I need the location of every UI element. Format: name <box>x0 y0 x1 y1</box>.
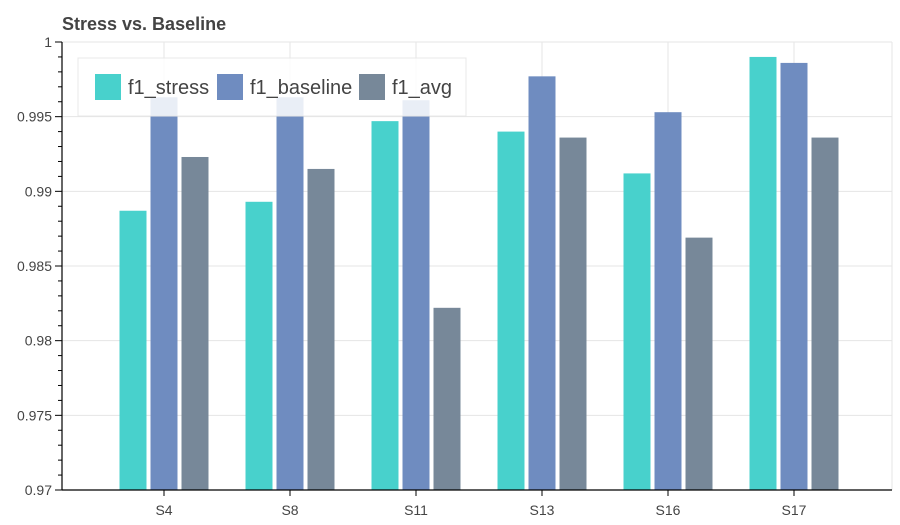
bar-f1_baseline-S16 <box>654 112 682 490</box>
legend-swatch-f1_baseline <box>217 74 243 100</box>
bar-f1_baseline-S4 <box>150 97 178 491</box>
bar-f1_stress-S16 <box>623 173 651 490</box>
bar-f1_stress-S17 <box>749 56 777 490</box>
legend-swatch-f1_avg <box>359 74 385 100</box>
bar-f1_avg-S4 <box>181 156 209 490</box>
y-tick-label: 0.98 <box>25 333 52 349</box>
x-tick-label: S4 <box>155 502 172 518</box>
bar-f1_avg-S16 <box>685 237 713 490</box>
x-tick-label: S17 <box>782 502 807 518</box>
bar-f1_avg-S17 <box>811 137 839 490</box>
bar-f1_avg-S13 <box>559 137 587 490</box>
x-tick-label: S8 <box>281 502 298 518</box>
legend-label-f1_stress: f1_stress <box>128 77 209 99</box>
legend-box <box>77 57 467 117</box>
y-tick-label: 0.99 <box>25 183 52 199</box>
y-tick-label: 0.975 <box>17 407 52 423</box>
bars-group <box>119 56 839 491</box>
bar-f1_stress-S4 <box>119 210 147 490</box>
y-tick-label: 1 <box>44 34 52 50</box>
x-tick-label: S13 <box>530 502 555 518</box>
x-tick-label: S11 <box>404 502 428 518</box>
legend-label-f1_avg: f1_avg <box>392 77 452 99</box>
legend: f1_stress f1_baseline f1_avg <box>77 57 467 117</box>
legend-label-f1_baseline: f1_baseline <box>250 77 352 99</box>
bar-f1_avg-S11 <box>433 307 461 490</box>
y-tick-label: 0.995 <box>17 109 52 125</box>
bar-f1_baseline-S13 <box>528 76 556 490</box>
axes: 0.97 0.975 0.98 0.985 0.99 0.995 1 S4 S8 S11 S13 S1… <box>17 34 892 518</box>
y-tick-label: 0.97 <box>25 482 52 498</box>
bar-f1_baseline-S8 <box>276 97 304 491</box>
chart-title: Stress vs. Baseline <box>62 14 226 34</box>
x-tick-label: S16 <box>656 502 681 518</box>
legend-swatch-f1_stress <box>95 74 121 100</box>
bar-f1_baseline-S17 <box>780 62 808 490</box>
bar-f1_stress-S11 <box>371 121 399 490</box>
bar-f1_baseline-S11 <box>402 100 430 491</box>
bar-f1_stress-S13 <box>497 131 525 490</box>
bar-f1_stress-S8 <box>245 201 273 490</box>
bar-f1_avg-S8 <box>307 168 335 490</box>
y-tick-label: 0.985 <box>17 258 52 274</box>
